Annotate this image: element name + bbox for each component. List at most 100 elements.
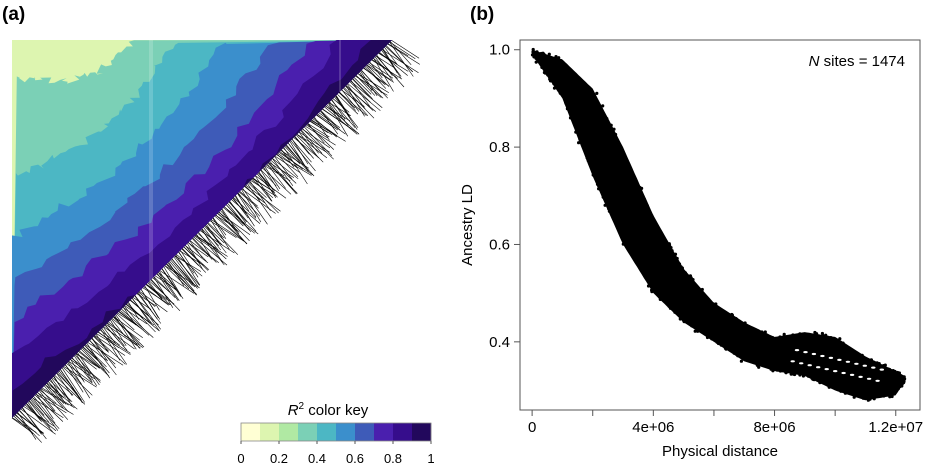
scatter-point: [715, 312, 720, 316]
scatter-point: [591, 173, 595, 177]
site-marker-line: [100, 329, 120, 346]
site-marker-line: [68, 361, 95, 380]
scatter-point: [886, 381, 890, 385]
scatter-point: [660, 256, 665, 260]
scatter-point: [660, 244, 664, 248]
scatter-point: [673, 294, 678, 298]
site-marker-line: [215, 215, 234, 227]
scatter-point: [607, 209, 612, 213]
site-marker-line: [136, 293, 157, 307]
scatter-point: [672, 296, 676, 300]
scatter-point: [725, 335, 729, 339]
color-key-swatch: [298, 423, 318, 441]
scatter-point: [673, 310, 677, 314]
scatter-point: [681, 268, 685, 273]
color-key-tick-label: 0.2: [270, 451, 288, 466]
band-highlight: [790, 360, 795, 363]
site-marker-line: [161, 268, 184, 299]
scatter-point: [565, 71, 569, 75]
scatter-point: [672, 288, 676, 293]
scatter-point: [888, 395, 892, 399]
scatter-point: [838, 337, 842, 341]
scatter-point: [682, 279, 686, 283]
site-marker-line: [72, 357, 93, 383]
scatter-point: [721, 321, 725, 325]
site-marker-line: [17, 412, 37, 440]
scatter-point: [676, 287, 680, 291]
scatter-point: [565, 67, 569, 71]
scatter-point: [875, 388, 879, 392]
scatter-point: [583, 144, 588, 148]
site-marker-line: [332, 98, 350, 113]
site-marker-line: [384, 47, 398, 65]
scatter-point: [716, 317, 721, 321]
site-marker-line: [70, 359, 92, 375]
scatter-point: [795, 355, 799, 359]
scatter-point: [607, 191, 611, 195]
site-marker-line: [200, 230, 235, 254]
scatter-point: [670, 306, 674, 310]
site-marker-line: [331, 100, 356, 128]
site-marker-line: [94, 335, 126, 356]
scatter-point: [565, 107, 570, 111]
scatter-point: [755, 342, 759, 347]
scatter-point: [606, 128, 611, 132]
scatter-point: [617, 192, 622, 196]
scatter-point: [725, 330, 729, 334]
scatter-point: [638, 252, 642, 256]
site-marker-line: [97, 332, 131, 354]
scatter-point: [545, 68, 549, 72]
band-highlight: [866, 377, 872, 380]
site-marker-line: [338, 92, 356, 109]
band-highlight: [833, 370, 838, 373]
scatter-point: [621, 169, 625, 173]
site-marker-line: [334, 96, 359, 128]
band-highlight: [828, 356, 834, 359]
scatter-point: [854, 373, 858, 377]
scatter-point: [747, 336, 751, 340]
site-marker-line: [266, 164, 285, 177]
scatter-point: [531, 47, 535, 52]
scatter-point: [561, 83, 565, 87]
scatter-point: [717, 330, 721, 334]
scatter-point: [575, 122, 579, 126]
scatter-point: [602, 135, 606, 139]
site-marker-line: [390, 41, 412, 66]
scatter-point: [598, 122, 602, 126]
site-marker-line: [352, 78, 373, 100]
scatter-point: [715, 340, 719, 344]
scatter-point: [728, 326, 732, 330]
site-marker-line: [264, 166, 281, 190]
site-marker-line: [124, 305, 155, 326]
scatter-point: [571, 72, 575, 76]
site-marker-line: [350, 80, 370, 107]
scatter-point: [657, 235, 661, 239]
site-marker-line: [381, 50, 402, 77]
scatter-point: [755, 363, 759, 367]
scatter-point: [870, 370, 874, 374]
scatter-point: [823, 381, 827, 385]
band-highlight: [875, 379, 880, 382]
scatter-point: [731, 345, 735, 349]
scatter-point: [783, 346, 787, 350]
scatter-point: [726, 317, 730, 321]
scatter-point: [558, 82, 563, 86]
scatter-point: [557, 56, 561, 60]
scatter-point: [742, 356, 746, 360]
scatter-point: [653, 241, 657, 245]
site-marker-line: [294, 136, 314, 159]
scatter-point: [881, 391, 886, 395]
scatter-point: [769, 348, 773, 352]
scatter-point: [858, 354, 862, 358]
scatter-point: [658, 249, 662, 253]
scatter-point: [652, 224, 656, 228]
scatter-point: [639, 224, 643, 228]
scatter-point: [767, 351, 771, 355]
scatter-point: [614, 167, 618, 171]
scatter-point: [631, 216, 636, 220]
scatter-point: [829, 336, 833, 340]
scatter-point: [724, 321, 729, 325]
scatter-point: [679, 305, 683, 310]
scatter-point: [559, 59, 563, 63]
scatter-point: [635, 246, 639, 250]
